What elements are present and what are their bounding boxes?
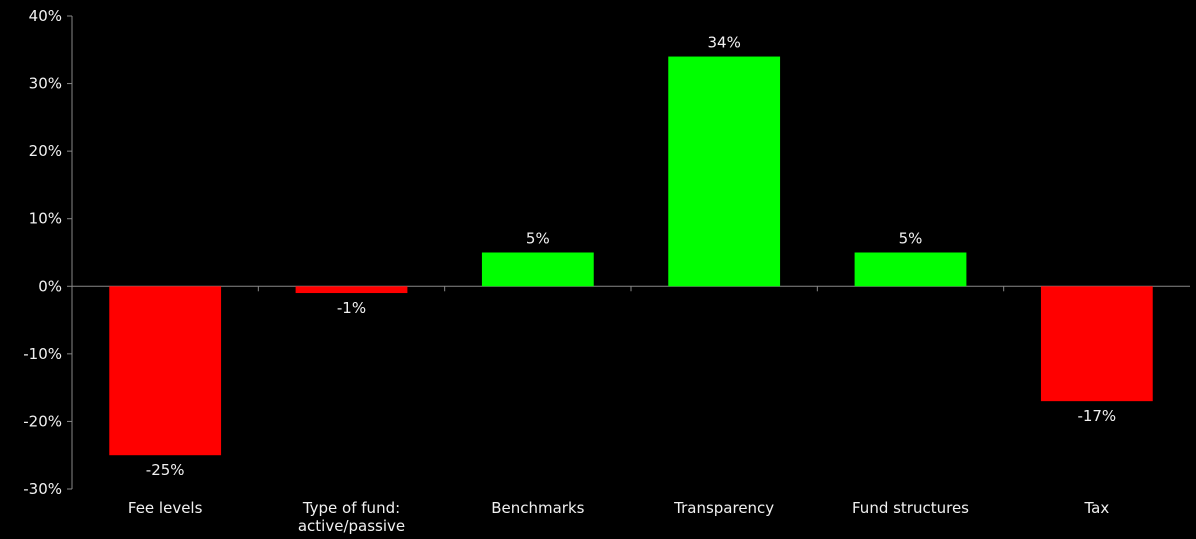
x-tick-label: Benchmarks (491, 499, 585, 517)
x-tick-label: Tax (1084, 499, 1110, 517)
value-label: -1% (337, 299, 366, 317)
y-tick-label: 40% (29, 7, 62, 25)
bar (109, 286, 222, 456)
y-tick-label: 30% (29, 75, 62, 93)
x-tick-label: Type of fund: active/passive (297, 499, 406, 535)
value-label: -17% (1077, 407, 1116, 425)
bar (295, 286, 408, 294)
y-tick-label: -10% (23, 345, 62, 363)
value-label: 5% (526, 230, 550, 248)
y-tick-label: 10% (29, 210, 62, 228)
value-label: 5% (899, 230, 923, 248)
y-tick-label: 0% (38, 277, 62, 295)
x-tick-label: Transparency (674, 499, 775, 517)
bar (668, 56, 781, 287)
bar (1040, 286, 1153, 402)
y-tick-label: -20% (23, 412, 62, 430)
bar (481, 252, 594, 287)
x-tick-label: Fee levels (127, 499, 203, 517)
y-tick-label: -30% (23, 480, 62, 498)
x-tick-label: Fund structures (852, 499, 969, 517)
y-tick-label: 20% (29, 142, 62, 160)
bar (854, 252, 967, 287)
value-label: 34% (707, 34, 740, 52)
value-label: -25% (146, 461, 185, 479)
